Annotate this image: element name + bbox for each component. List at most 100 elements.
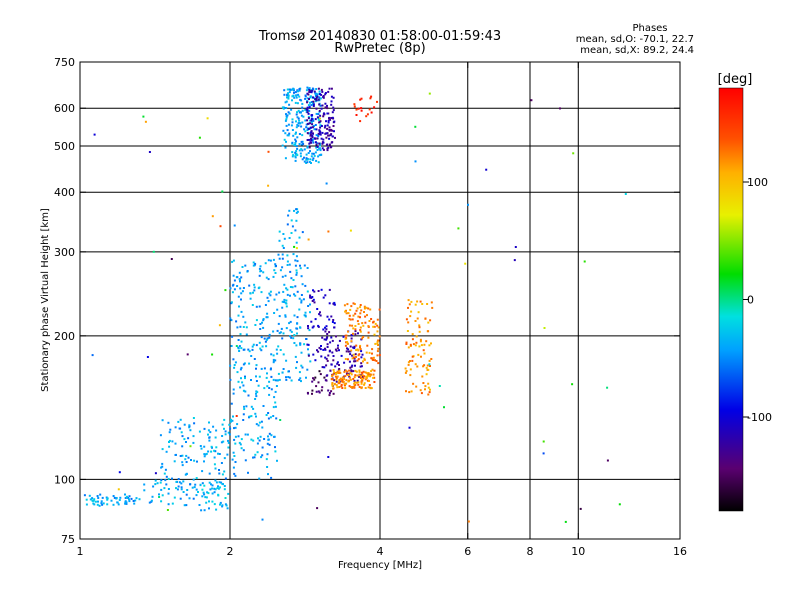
data-point xyxy=(285,378,288,381)
data-point xyxy=(372,321,374,324)
data-point xyxy=(310,320,313,323)
data-point xyxy=(154,483,157,486)
data-point xyxy=(327,121,330,124)
data-point xyxy=(254,412,257,415)
data-point xyxy=(251,345,254,348)
data-point xyxy=(359,326,362,329)
data-point xyxy=(314,98,317,101)
data-point xyxy=(359,348,362,351)
data-point xyxy=(311,135,314,137)
data-point xyxy=(318,130,321,132)
data-point xyxy=(308,161,311,163)
data-point xyxy=(353,357,356,360)
data-point xyxy=(311,126,314,129)
data-point xyxy=(330,363,333,366)
data-point xyxy=(213,491,216,494)
data-point xyxy=(128,500,131,503)
data-point xyxy=(376,342,379,345)
data-point xyxy=(332,369,335,371)
data-point xyxy=(231,458,234,461)
data-point xyxy=(426,303,429,305)
data-point xyxy=(237,295,240,298)
data-point xyxy=(283,93,286,96)
data-point xyxy=(289,270,292,273)
data-point xyxy=(409,343,412,346)
data-point xyxy=(243,405,245,408)
data-point xyxy=(282,353,285,356)
data-point xyxy=(312,102,315,105)
data-point xyxy=(296,290,299,293)
data-point xyxy=(227,492,230,495)
data-point xyxy=(407,361,410,364)
data-point xyxy=(91,354,94,357)
data-point xyxy=(253,456,256,459)
data-point xyxy=(250,355,253,357)
data-point xyxy=(227,446,230,449)
data-point xyxy=(542,452,545,455)
data-point xyxy=(311,136,314,139)
data-point xyxy=(221,483,224,485)
data-point xyxy=(262,271,265,274)
data-point xyxy=(106,498,109,501)
data-point xyxy=(268,393,271,396)
data-point xyxy=(235,345,238,347)
data-point xyxy=(292,279,295,281)
data-point xyxy=(325,338,328,341)
data-point xyxy=(326,149,329,152)
data-point xyxy=(326,104,328,107)
data-point xyxy=(203,493,206,496)
data-point xyxy=(334,348,337,351)
data-point xyxy=(244,377,246,380)
data-point xyxy=(261,446,264,449)
data-point xyxy=(285,107,288,109)
data-point xyxy=(331,382,334,384)
data-point xyxy=(326,315,329,318)
data-point xyxy=(311,138,314,141)
data-point xyxy=(319,144,321,147)
data-point xyxy=(272,406,275,409)
data-point xyxy=(85,503,88,506)
data-point xyxy=(327,134,330,137)
data-point xyxy=(238,271,241,274)
data-point xyxy=(305,162,308,164)
data-point xyxy=(161,494,164,497)
data-point xyxy=(424,388,426,391)
data-point xyxy=(353,345,356,348)
data-point xyxy=(179,497,182,500)
data-point xyxy=(283,283,286,286)
data-point xyxy=(267,435,269,438)
data-point xyxy=(279,331,282,334)
data-point xyxy=(357,354,360,357)
data-point xyxy=(414,363,417,366)
data-point xyxy=(207,492,210,495)
data-point xyxy=(254,324,257,326)
data-point xyxy=(100,500,103,503)
data-point xyxy=(183,504,186,507)
data-point xyxy=(299,267,302,270)
data-point xyxy=(319,97,322,100)
data-point xyxy=(342,380,345,383)
data-point xyxy=(332,373,335,376)
data-point xyxy=(331,384,334,387)
data-point xyxy=(272,354,275,357)
data-point xyxy=(192,441,195,444)
data-point xyxy=(286,88,289,91)
data-point xyxy=(315,112,318,115)
data-point xyxy=(135,497,138,500)
data-point xyxy=(252,407,255,410)
data-point xyxy=(322,115,325,118)
data-point xyxy=(300,125,303,128)
data-point xyxy=(304,95,307,98)
data-point xyxy=(293,314,296,317)
data-point xyxy=(319,133,322,136)
data-point xyxy=(313,154,316,157)
data-point xyxy=(265,338,268,341)
data-point xyxy=(291,121,294,124)
data-point xyxy=(362,375,364,378)
data-point xyxy=(365,115,368,118)
x-tick-label: 1 xyxy=(77,545,84,558)
info-line-x: mean, sd,X: 89.2, 24.4 xyxy=(580,45,694,56)
data-point xyxy=(311,380,314,383)
data-point xyxy=(262,318,265,320)
data-point xyxy=(374,342,377,345)
